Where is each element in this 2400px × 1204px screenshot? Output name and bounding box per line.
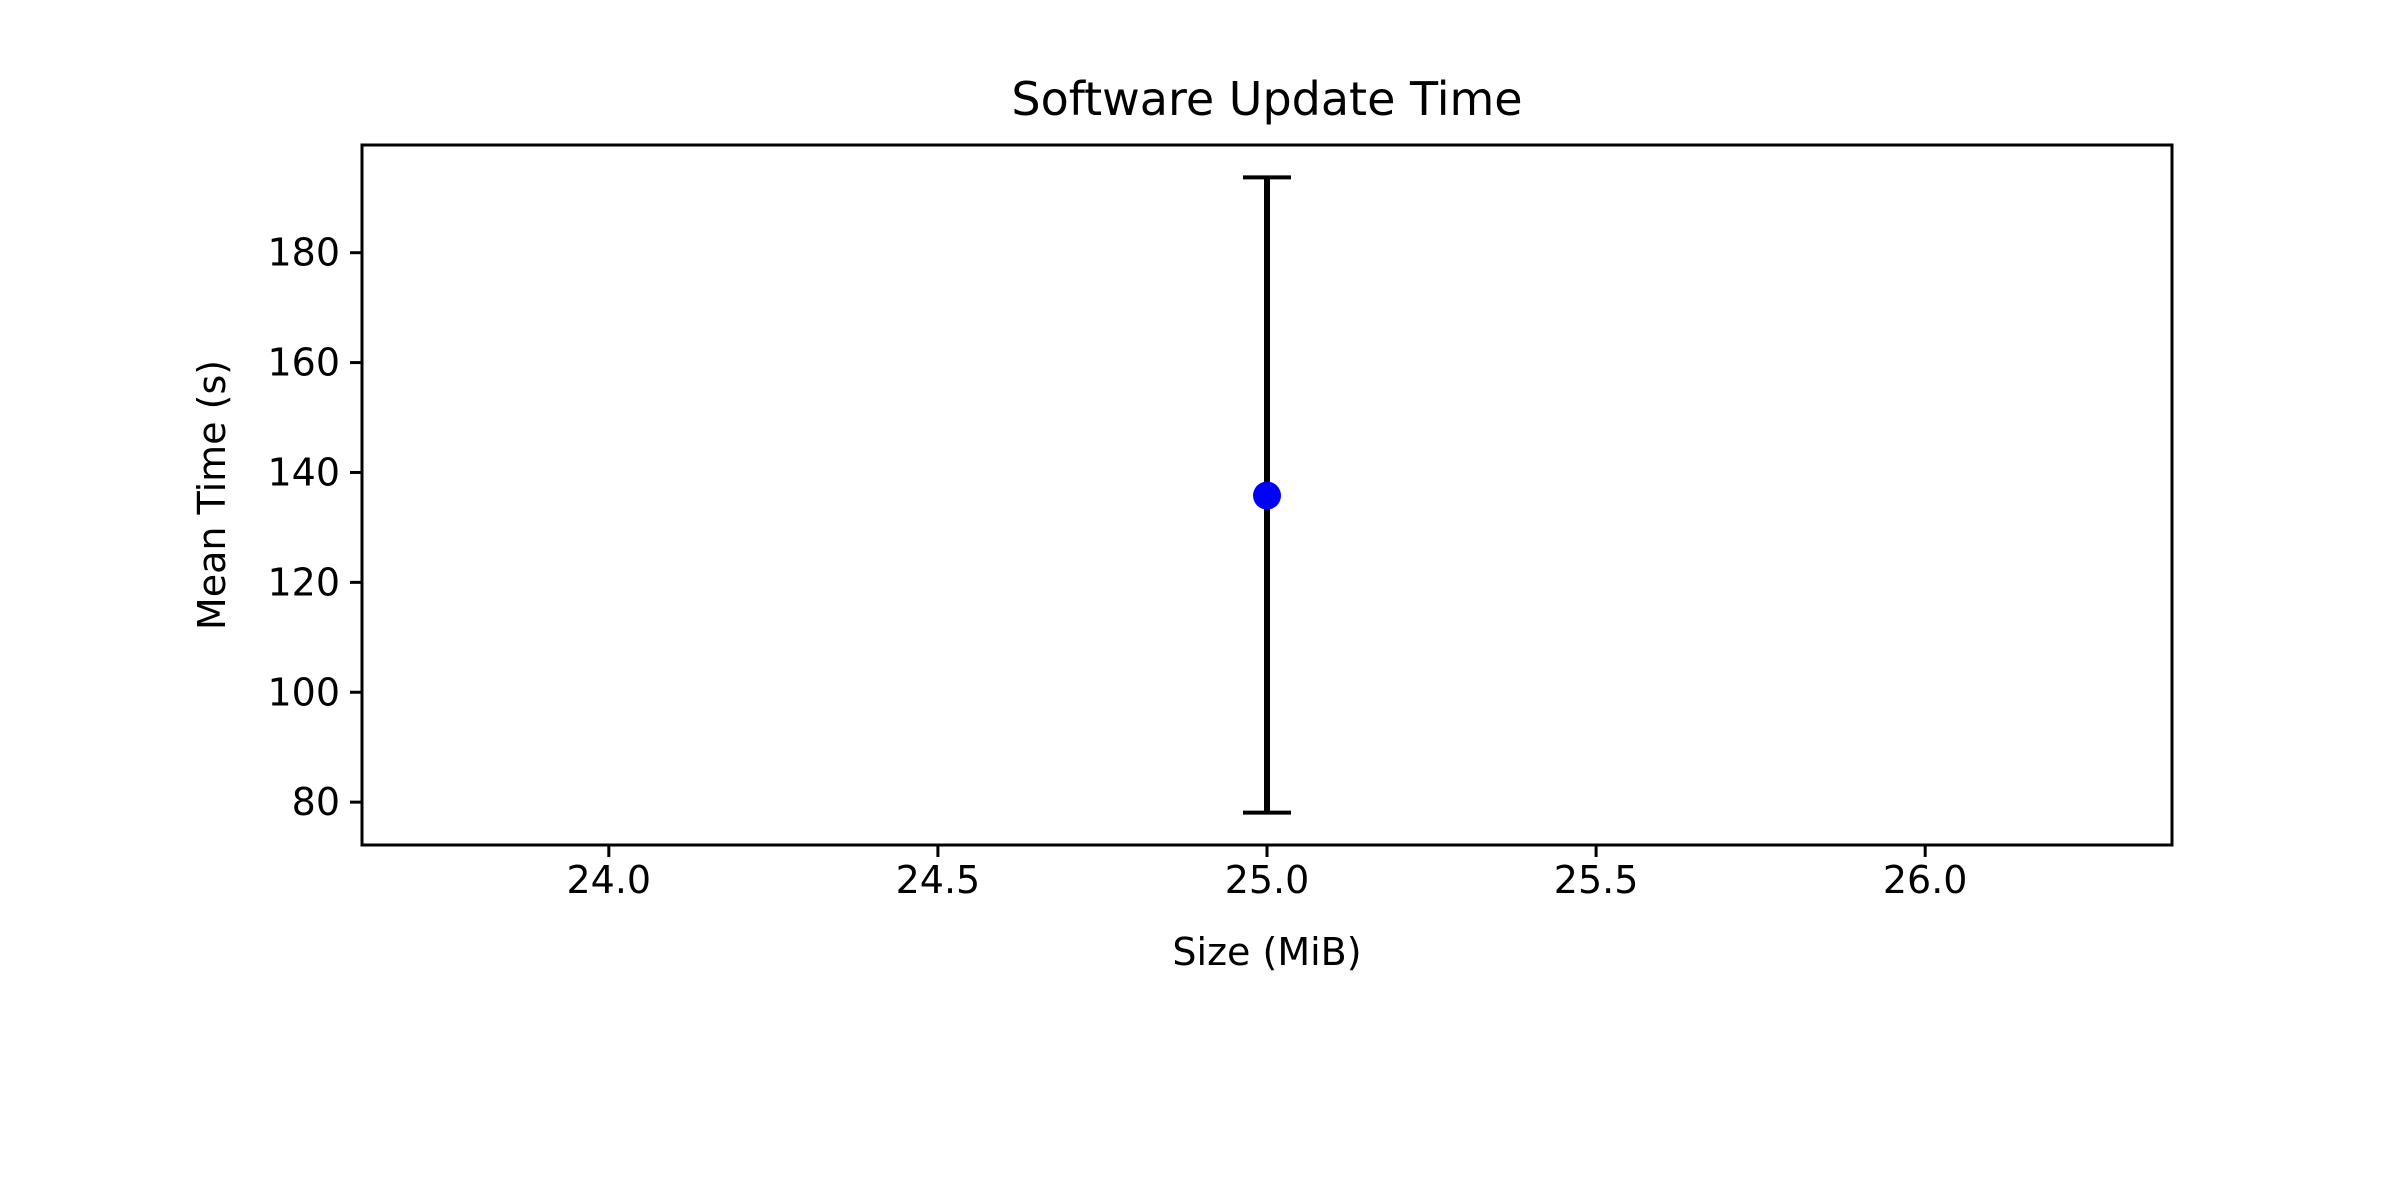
x-tick-label: 24.0 bbox=[567, 858, 652, 902]
x-axis-label: Size (MiB) bbox=[1172, 930, 1361, 974]
data-point-marker bbox=[1253, 481, 1281, 510]
x-tick-label: 24.5 bbox=[896, 858, 981, 902]
chart-title: Software Update Time bbox=[1011, 72, 1522, 126]
plot-area-frame bbox=[360, 143, 2174, 847]
x-tick-label: 25.5 bbox=[1554, 858, 1639, 902]
y-tick-label: 80 bbox=[292, 780, 340, 824]
y-tick-label: 160 bbox=[267, 341, 340, 385]
y-tick-label: 100 bbox=[267, 670, 340, 714]
y-axis-label: Mean Time (s) bbox=[190, 360, 234, 630]
x-tick-label: 25.0 bbox=[1225, 858, 1310, 902]
y-tick-label: 180 bbox=[267, 231, 340, 275]
marks-layer bbox=[1243, 175, 1291, 815]
y-tick-label: 120 bbox=[267, 560, 340, 604]
ticks-layer: 24.0 24.5 25.0 25.5 26.0 80 100 120 140 160 180 bbox=[267, 231, 1967, 902]
x-tick-label: 26.0 bbox=[1883, 858, 1968, 902]
y-tick-label: 140 bbox=[267, 450, 340, 494]
